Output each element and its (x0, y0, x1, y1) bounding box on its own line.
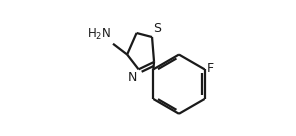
Text: H$_2$N: H$_2$N (87, 27, 111, 42)
Text: S: S (153, 22, 161, 35)
Text: N: N (128, 71, 138, 84)
Text: F: F (207, 62, 214, 75)
